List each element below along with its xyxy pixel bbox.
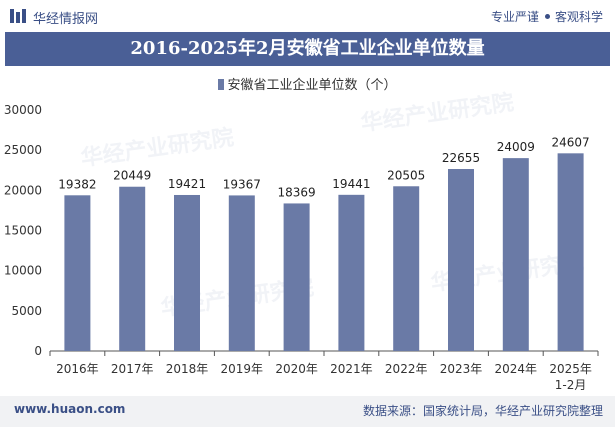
y-tick-label: 20000 [4,183,42,197]
bar [338,194,365,351]
data-label: 18369 [278,185,316,199]
bar [502,158,529,351]
x-tick-label: 2020年 [275,362,318,376]
x-tick-label: 2023年 [440,362,483,376]
data-label: 24607 [552,135,590,149]
x-tick-label: 1-2月 [555,378,587,392]
footer-website: www.huaon.com [14,402,126,416]
site-name: 华经情报网 [33,12,99,27]
top-bar: 华经情报网 专业严谨 客观科学 [0,0,615,32]
slogan: 专业严谨 客观科学 [491,8,603,25]
title-bar: 2016-2025年2月安徽省工业企业单位数量 [5,32,610,66]
legend-label: 安徽省工业企业单位数（个） [227,78,397,93]
bar [228,195,255,351]
y-tick-label: 25000 [4,143,42,157]
data-label: 20505 [387,168,425,182]
dot-separator [544,14,550,19]
data-label: 20449 [113,169,151,183]
bar [174,194,200,351]
y-tick-label: 10000 [4,264,42,278]
bar [283,203,310,351]
x-tick-label: 2021年 [330,362,373,376]
x-tick-label: 2025年 [549,362,592,376]
data-label: 24009 [497,140,535,154]
data-label: 19421 [168,177,206,191]
x-tick-label: 2017年 [111,362,154,376]
slogan-left: 专业严谨 [490,10,539,24]
y-tick-label: 30000 [4,103,42,117]
y-tick-label: 5000 [11,304,42,318]
bar [393,186,420,351]
bar [557,153,584,351]
data-label: 19367 [223,177,261,191]
x-tick-label: 2019年 [221,362,264,376]
bar [448,169,474,351]
chart-title: 2016-2025年2月安徽省工业企业单位数量 [130,38,485,59]
legend: 安徽省工业企业单位数（个） [0,74,615,93]
data-label: 19441 [332,177,370,191]
logo-icon [10,9,26,23]
x-tick-label: 2022年 [385,362,428,376]
x-tick-label: 2024年 [495,362,538,376]
bar [119,186,146,351]
data-label: 22655 [442,151,480,165]
y-tick-label: 15000 [4,224,42,238]
legend-swatch [218,79,225,90]
data-label: 19382 [58,177,96,191]
bar [64,195,91,351]
x-tick-label: 2018年 [166,362,209,376]
x-tick-label: 2016年 [56,362,99,376]
footer-bar [0,396,615,427]
slogan-right: 客观科学 [554,10,603,24]
y-tick-label: 0 [34,344,42,358]
footer-source: 数据来源：国家统计局，华经产业研究院整理 [362,404,603,418]
